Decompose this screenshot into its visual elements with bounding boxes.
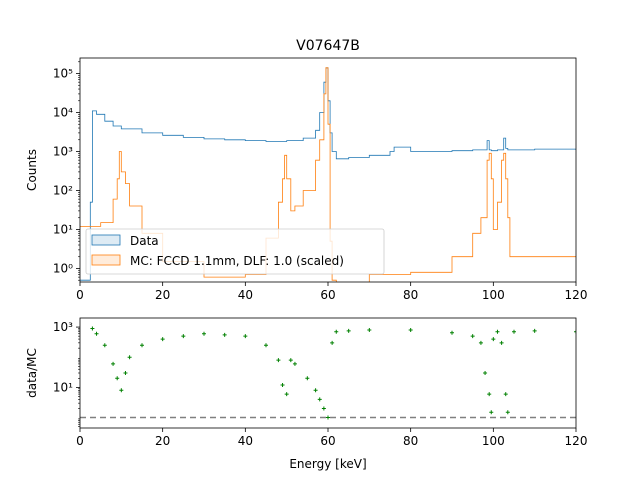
ratio-point <box>102 343 107 348</box>
legend-label-mc: MC: FCCD 1.1mm, DLF: 1.0 (scaled) <box>130 254 344 268</box>
ratio-point <box>111 361 116 366</box>
x-tick-label: 60 <box>320 434 335 448</box>
ratio-point <box>119 388 124 393</box>
y-tick-label: 10² <box>53 183 73 197</box>
ratio-point <box>495 329 500 334</box>
ratio-point <box>202 331 206 336</box>
ratio-point <box>292 361 297 366</box>
x-axis-label: Energy [keV] <box>289 457 366 471</box>
legend: Data MC: FCCD 1.1mm, DLF: 1.0 (scaled) <box>85 228 385 275</box>
ratio-point <box>503 392 508 397</box>
bottom-axes-frame <box>79 317 577 429</box>
ratio-point <box>491 337 496 342</box>
x-tick-label: 20 <box>155 288 170 302</box>
x-tick-label: 120 <box>565 288 588 302</box>
legend-swatch-mc <box>91 254 121 266</box>
ratio-point <box>276 358 281 363</box>
legend-label-data: Data <box>130 234 159 248</box>
ratio-point <box>222 332 227 337</box>
ratio-point <box>478 340 483 345</box>
x-tick-label: 40 <box>238 434 253 448</box>
ratio-point <box>243 334 248 339</box>
ratio-point <box>115 376 120 381</box>
ratio-point <box>321 406 326 411</box>
ratio-point <box>512 329 516 334</box>
ratio-point <box>574 329 576 334</box>
y-tick-label: 10¹ <box>53 380 73 394</box>
ratio-point <box>470 334 475 339</box>
ratio-point <box>160 337 165 342</box>
y-tick-label: 10⁰ <box>53 261 73 275</box>
x-tick-label: 0 <box>76 434 84 448</box>
ratio-point <box>317 397 322 402</box>
x-tick-label: 80 <box>403 288 418 302</box>
bottom-y-axis-label: data/MC <box>25 348 39 398</box>
ratio-point <box>313 388 318 393</box>
y-tick-label: 10⁵ <box>53 67 73 81</box>
x-tick-label: 60 <box>320 288 335 302</box>
ratio-point <box>326 415 330 420</box>
ratio-point <box>450 330 454 335</box>
ratio-point <box>288 358 293 363</box>
ratio-point <box>123 371 128 375</box>
x-tick-label: 0 <box>76 288 84 302</box>
x-tick-label: 40 <box>238 288 253 302</box>
series-mc-line <box>80 67 576 282</box>
ratio-point <box>505 410 510 415</box>
legend-box <box>85 228 385 275</box>
ratio-point <box>408 328 413 332</box>
ratio-point <box>489 410 494 415</box>
ratio-point <box>280 383 285 387</box>
y-tick-label: 10⁴ <box>53 106 73 120</box>
ratio-point <box>305 376 310 381</box>
x-tick-label: 100 <box>482 434 505 448</box>
ratio-point <box>140 343 144 348</box>
ratio-point <box>346 328 351 333</box>
x-tick-label: 100 <box>482 288 505 302</box>
y-tick-label: 10³ <box>53 320 73 334</box>
ratio-point <box>499 340 504 345</box>
ratio-point <box>264 343 268 348</box>
ratio-point <box>90 326 95 331</box>
top-plot-area: 0 20 40 60 80 100 120 10⁰ 10¹ 10² 10³ 10⁴ 10⁵ <box>53 57 588 302</box>
ratio-point <box>532 328 537 333</box>
x-tick-label: 120 <box>565 434 588 448</box>
ratio-point <box>127 355 132 360</box>
ratio-point <box>487 392 492 397</box>
ratio-point <box>367 328 372 332</box>
ratio-point <box>181 334 186 339</box>
ratio-point <box>483 371 488 375</box>
ratio-point <box>94 331 99 336</box>
ratio-point <box>284 392 289 397</box>
x-tick-label: 20 <box>155 434 170 448</box>
chart-title: V07647B <box>296 38 360 54</box>
y-tick-label: 10³ <box>53 145 73 159</box>
bottom-plot-area: 0 20 40 60 80 100 120 10¹ 10³ <box>53 317 588 448</box>
y-tick-label: 10¹ <box>53 222 73 236</box>
ratio-point <box>334 329 339 334</box>
legend-swatch-data <box>91 234 121 246</box>
x-tick-label: 80 <box>403 434 418 448</box>
top-y-axis-label: Counts <box>25 149 39 191</box>
ratio-point <box>330 340 335 345</box>
